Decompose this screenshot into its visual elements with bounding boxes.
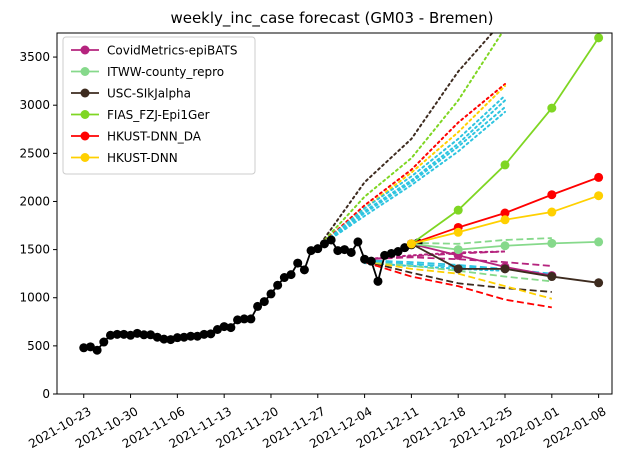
- dotted-forecast-line: [316, 84, 507, 249]
- dashed-forecast-line: [364, 261, 552, 309]
- observed-point: [259, 297, 269, 307]
- y-tick-label: 2000: [19, 194, 50, 208]
- y-tick-label: 0: [42, 387, 50, 401]
- series-point: [547, 238, 557, 248]
- observed-point: [159, 334, 169, 344]
- series-point: [500, 241, 510, 251]
- dashed-forecast-line: [364, 260, 552, 293]
- series-point: [594, 33, 604, 43]
- dotted-forecast-line: [316, 33, 504, 249]
- y-tick-label: 1500: [19, 243, 50, 257]
- dotted-forecast-line: [316, 99, 507, 249]
- observed-point: [92, 345, 102, 355]
- observed-point: [353, 237, 363, 247]
- observed-point: [246, 314, 256, 324]
- observed-point: [346, 247, 356, 257]
- series-point: [453, 227, 463, 237]
- observed-point: [206, 329, 216, 339]
- plot-area: [79, 33, 604, 355]
- series-point: [500, 215, 510, 225]
- series-point: [547, 103, 557, 113]
- observed-point: [293, 258, 303, 268]
- legend-box: [62, 36, 256, 175]
- plot-content: [79, 33, 604, 355]
- legend-marker: [80, 110, 90, 119]
- observed-point: [333, 246, 343, 256]
- observed-point: [239, 314, 249, 324]
- series-point: [594, 172, 604, 182]
- series-point: [406, 239, 416, 249]
- observed-point: [79, 343, 89, 353]
- dotted-forecast-line: [316, 106, 507, 249]
- dashed-forecast-line: [411, 237, 552, 245]
- chart-title: weekly_inc_case forecast (GM03 - Bremen): [170, 9, 493, 28]
- legend-label: ITWW-county_repro: [107, 65, 224, 79]
- y-tick-label: 2500: [19, 146, 50, 160]
- legend-marker: [80, 131, 90, 141]
- observed-point: [366, 256, 376, 266]
- dotted-forecast-line: [316, 33, 494, 249]
- dashed-forecast-line: [364, 260, 553, 300]
- observed-point: [266, 289, 276, 299]
- series-point: [594, 191, 604, 201]
- series-point: [594, 237, 604, 247]
- observed-point: [199, 329, 209, 339]
- y-tick-label: 500: [27, 339, 50, 353]
- observed-point: [273, 280, 283, 290]
- observed-point: [105, 330, 115, 340]
- series-point: [500, 264, 510, 274]
- dotted-forecast-line: [316, 83, 507, 249]
- legend-label: FIAS_FZJ-Epi1Ger: [107, 108, 210, 122]
- observed-point: [286, 270, 296, 280]
- observed-point: [172, 333, 182, 343]
- legend-label: HKUST-DNN_DA: [107, 130, 202, 144]
- legend-marker: [80, 67, 90, 76]
- series-line: [411, 242, 552, 277]
- y-tick-label: 1000: [19, 291, 50, 305]
- observed-point: [253, 301, 263, 311]
- series-point: [547, 272, 557, 282]
- legend-label: CovidMetrics-epiBATS: [107, 44, 237, 58]
- legend: CovidMetrics-epiBATS ITWW-county_repro USC…: [62, 36, 256, 175]
- observed-point: [373, 276, 383, 286]
- observed-point: [219, 322, 229, 332]
- series-point: [500, 208, 510, 218]
- observed-point: [393, 247, 403, 257]
- series-point: [453, 264, 463, 274]
- observed-point: [85, 342, 95, 352]
- series-point: [500, 160, 510, 170]
- series-point: [594, 278, 604, 288]
- y-tick-label: 3000: [19, 98, 50, 112]
- legend-label: HKUST-DNN: [107, 151, 178, 165]
- observed-point: [179, 332, 189, 342]
- observed-point: [99, 337, 109, 347]
- observed-point: [119, 329, 129, 339]
- axes-frame: [56, 32, 613, 395]
- dotted-forecast-line: [316, 94, 507, 249]
- legend-marker: [80, 88, 90, 98]
- observed-point: [233, 315, 243, 325]
- observed-point: [132, 328, 142, 338]
- observed-point: [313, 244, 323, 254]
- series-point: [453, 245, 463, 255]
- observed-point: [226, 323, 236, 333]
- observed-point: [326, 235, 336, 245]
- series-point: [547, 207, 557, 217]
- observed-point: [186, 331, 196, 341]
- observed-point: [319, 239, 329, 249]
- series-point: [453, 205, 463, 215]
- legend-marker: [80, 45, 90, 55]
- observed-point: [139, 330, 149, 340]
- observed-point: [299, 265, 309, 275]
- series-point: [547, 190, 557, 200]
- dotted-forecast-line: [316, 110, 507, 249]
- observed-point: [112, 329, 122, 339]
- legend-label: USC-SIkJalpha: [107, 87, 191, 101]
- legend-marker: [80, 153, 90, 162]
- y-tick-label: 3500: [19, 50, 50, 64]
